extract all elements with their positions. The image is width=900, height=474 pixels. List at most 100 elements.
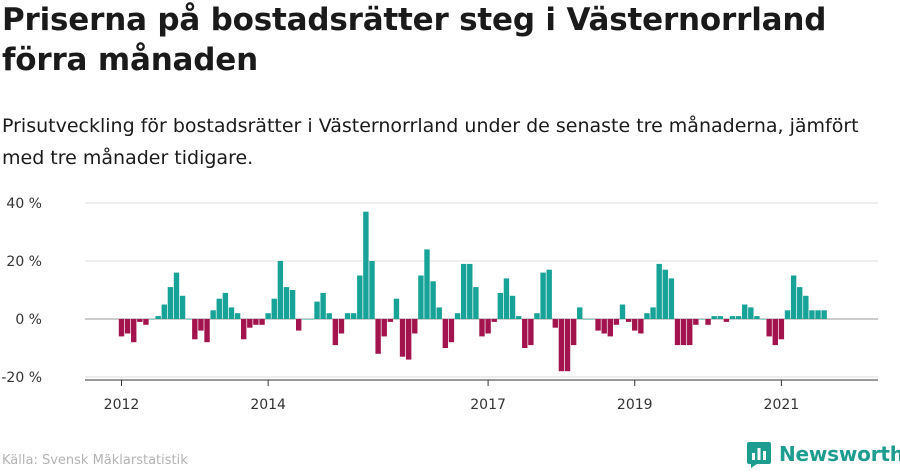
bar	[399, 319, 406, 357]
bar	[821, 310, 827, 319]
bar	[644, 313, 650, 319]
bar	[619, 304, 626, 319]
bar	[668, 278, 675, 319]
bar	[509, 295, 516, 319]
bar	[540, 272, 546, 319]
bar	[332, 319, 339, 346]
bar	[503, 278, 510, 319]
bar	[522, 319, 528, 348]
newsworthy-logo-text: Newsworthy	[779, 442, 900, 466]
bar	[552, 319, 559, 328]
bar	[809, 310, 815, 319]
bar	[387, 319, 394, 322]
newsworthy-logo-icon	[747, 442, 771, 468]
bar	[564, 319, 571, 372]
bar	[662, 269, 668, 319]
bar	[173, 272, 180, 319]
bar	[485, 319, 491, 334]
bar	[680, 319, 687, 346]
last-value-label: 3 %	[825, 0, 852, 4]
bar	[137, 319, 143, 322]
bar	[302, 319, 308, 320]
bar	[381, 319, 387, 337]
bar	[167, 287, 174, 319]
bar	[118, 319, 125, 337]
bar	[149, 319, 155, 320]
bar	[179, 295, 186, 319]
bar	[424, 249, 430, 319]
newsworthy-logo[interactable]: Newsworthy	[745, 440, 900, 468]
bar	[687, 319, 693, 346]
bar	[460, 263, 467, 319]
bar	[222, 292, 229, 319]
bar	[772, 319, 778, 346]
bar	[601, 319, 607, 334]
bars-layer	[118, 211, 827, 372]
bar	[815, 310, 821, 319]
bar	[650, 307, 656, 319]
bar	[234, 313, 241, 319]
x-tick-label: 2017	[470, 397, 506, 413]
bar	[754, 316, 760, 319]
bar	[454, 313, 461, 319]
bar	[797, 287, 803, 319]
x-tick-label: 2021	[764, 397, 800, 413]
bar	[717, 316, 723, 319]
bar	[497, 292, 504, 319]
chart-title: Priserna på bostadsrätter steg i Västern…	[2, 2, 827, 78]
bar	[595, 319, 601, 331]
bar	[192, 319, 198, 340]
bar	[570, 319, 577, 346]
bar	[204, 319, 210, 343]
bar	[357, 275, 363, 319]
bar	[558, 319, 565, 372]
bar	[369, 261, 375, 319]
bar	[198, 319, 204, 331]
bar	[546, 269, 552, 319]
bar	[320, 292, 326, 319]
bar	[155, 316, 161, 319]
bar	[711, 316, 717, 319]
bar	[760, 319, 766, 320]
bar	[442, 319, 449, 348]
bar	[748, 307, 754, 319]
bar	[674, 319, 681, 346]
bar	[338, 319, 345, 334]
bar	[326, 313, 332, 319]
bar	[534, 313, 540, 319]
grid-layer	[85, 202, 878, 378]
bar	[729, 316, 736, 319]
bar	[632, 319, 638, 331]
bar	[393, 298, 400, 319]
x-tick-label: 2014	[250, 397, 286, 413]
bar	[143, 319, 149, 325]
bar	[491, 319, 497, 322]
bar	[131, 319, 137, 343]
bar	[350, 313, 357, 319]
bar	[161, 304, 167, 319]
bar	[766, 319, 772, 337]
bar	[412, 319, 418, 334]
bar	[479, 319, 485, 337]
bar	[216, 298, 222, 319]
bar	[289, 290, 296, 319]
source-note: Källa: Svensk Mäklarstatistik	[2, 453, 188, 468]
bar	[448, 319, 455, 343]
bar	[638, 319, 644, 334]
bar	[705, 319, 711, 325]
bar	[790, 275, 797, 319]
bar	[308, 319, 314, 320]
chart-subtitle: Prisutveckling för bostadsrätter i Väste…	[2, 115, 859, 169]
bar	[723, 319, 730, 322]
bar	[314, 301, 320, 319]
y-tick-label: 20 %	[6, 254, 42, 270]
bar	[405, 319, 412, 360]
bar	[467, 263, 473, 319]
bar	[265, 313, 271, 319]
bar	[124, 319, 131, 334]
x-tick-label: 2019	[617, 397, 653, 413]
bar	[277, 261, 284, 319]
bar	[607, 319, 613, 337]
axis-layer: -20 % 0 % 20 % 40 % 2012 2014 2017 2019 2021 3 %	[1, 0, 878, 413]
